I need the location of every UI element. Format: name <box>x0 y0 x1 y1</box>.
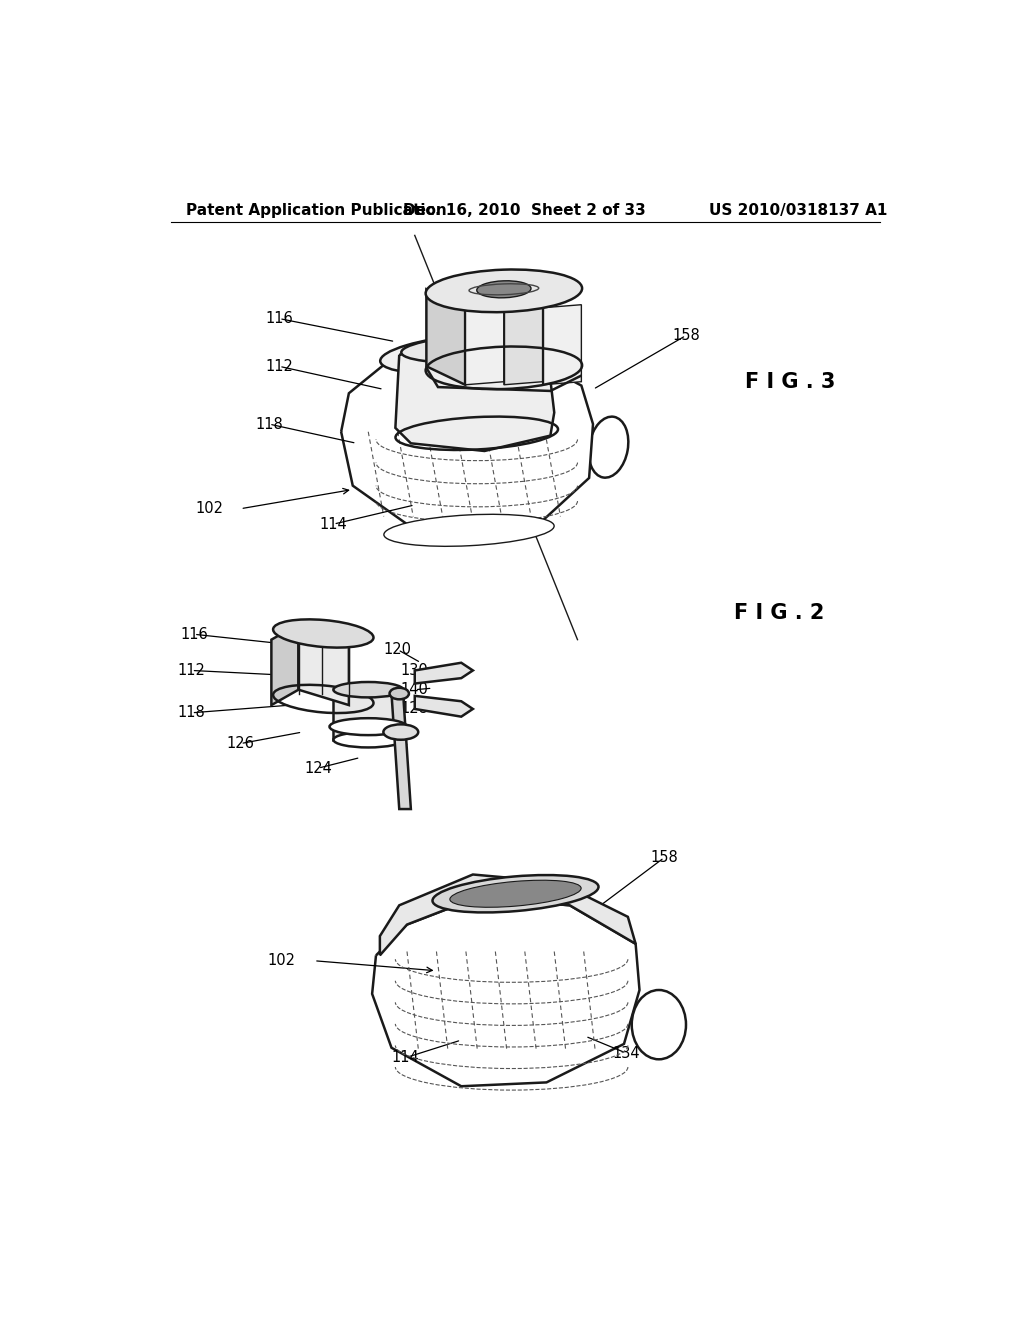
Ellipse shape <box>334 733 403 747</box>
Text: 158: 158 <box>672 327 699 343</box>
PathPatch shape <box>380 874 636 956</box>
Polygon shape <box>465 305 504 385</box>
Polygon shape <box>415 663 473 684</box>
Polygon shape <box>426 289 465 385</box>
Ellipse shape <box>384 515 554 546</box>
Text: 126: 126 <box>226 737 254 751</box>
Text: 116: 116 <box>265 312 293 326</box>
Polygon shape <box>271 624 299 705</box>
Text: 114: 114 <box>391 1051 419 1065</box>
Text: F I G . 3: F I G . 3 <box>745 372 836 392</box>
Text: 132: 132 <box>382 733 410 748</box>
Ellipse shape <box>389 688 409 700</box>
Ellipse shape <box>401 334 552 363</box>
Text: 140: 140 <box>400 682 429 697</box>
Polygon shape <box>391 693 411 809</box>
Ellipse shape <box>273 619 374 648</box>
Text: 118: 118 <box>178 705 206 721</box>
PathPatch shape <box>341 347 593 536</box>
Text: 102: 102 <box>196 502 223 516</box>
PathPatch shape <box>372 898 640 1086</box>
Ellipse shape <box>334 682 403 697</box>
PathPatch shape <box>395 341 554 451</box>
Text: 128: 128 <box>400 701 429 717</box>
Text: 120: 120 <box>384 642 412 657</box>
Ellipse shape <box>589 417 629 478</box>
Ellipse shape <box>380 333 565 374</box>
Text: US 2010/0318137 A1: US 2010/0318137 A1 <box>710 203 888 218</box>
Ellipse shape <box>432 875 598 912</box>
Text: 114: 114 <box>319 516 347 532</box>
Polygon shape <box>415 696 473 717</box>
Text: 134: 134 <box>612 1045 640 1061</box>
Text: 118: 118 <box>255 417 283 432</box>
Ellipse shape <box>450 880 582 907</box>
Text: Dec. 16, 2010  Sheet 2 of 33: Dec. 16, 2010 Sheet 2 of 33 <box>403 203 646 218</box>
Text: 124: 124 <box>304 760 332 776</box>
Ellipse shape <box>383 725 418 739</box>
Ellipse shape <box>632 990 686 1059</box>
Polygon shape <box>543 305 582 385</box>
Text: F I G . 2: F I G . 2 <box>734 603 824 623</box>
Polygon shape <box>299 624 349 705</box>
Ellipse shape <box>426 269 582 312</box>
Polygon shape <box>504 305 543 385</box>
Text: 102: 102 <box>267 953 296 969</box>
Text: Patent Application Publication: Patent Application Publication <box>186 203 446 218</box>
Ellipse shape <box>477 281 531 298</box>
Text: 112: 112 <box>177 663 206 678</box>
Polygon shape <box>334 689 403 739</box>
Text: 112: 112 <box>265 359 293 374</box>
Ellipse shape <box>330 718 407 735</box>
Text: 130: 130 <box>400 663 429 678</box>
Text: 116: 116 <box>180 627 208 642</box>
Text: 158: 158 <box>650 850 678 865</box>
